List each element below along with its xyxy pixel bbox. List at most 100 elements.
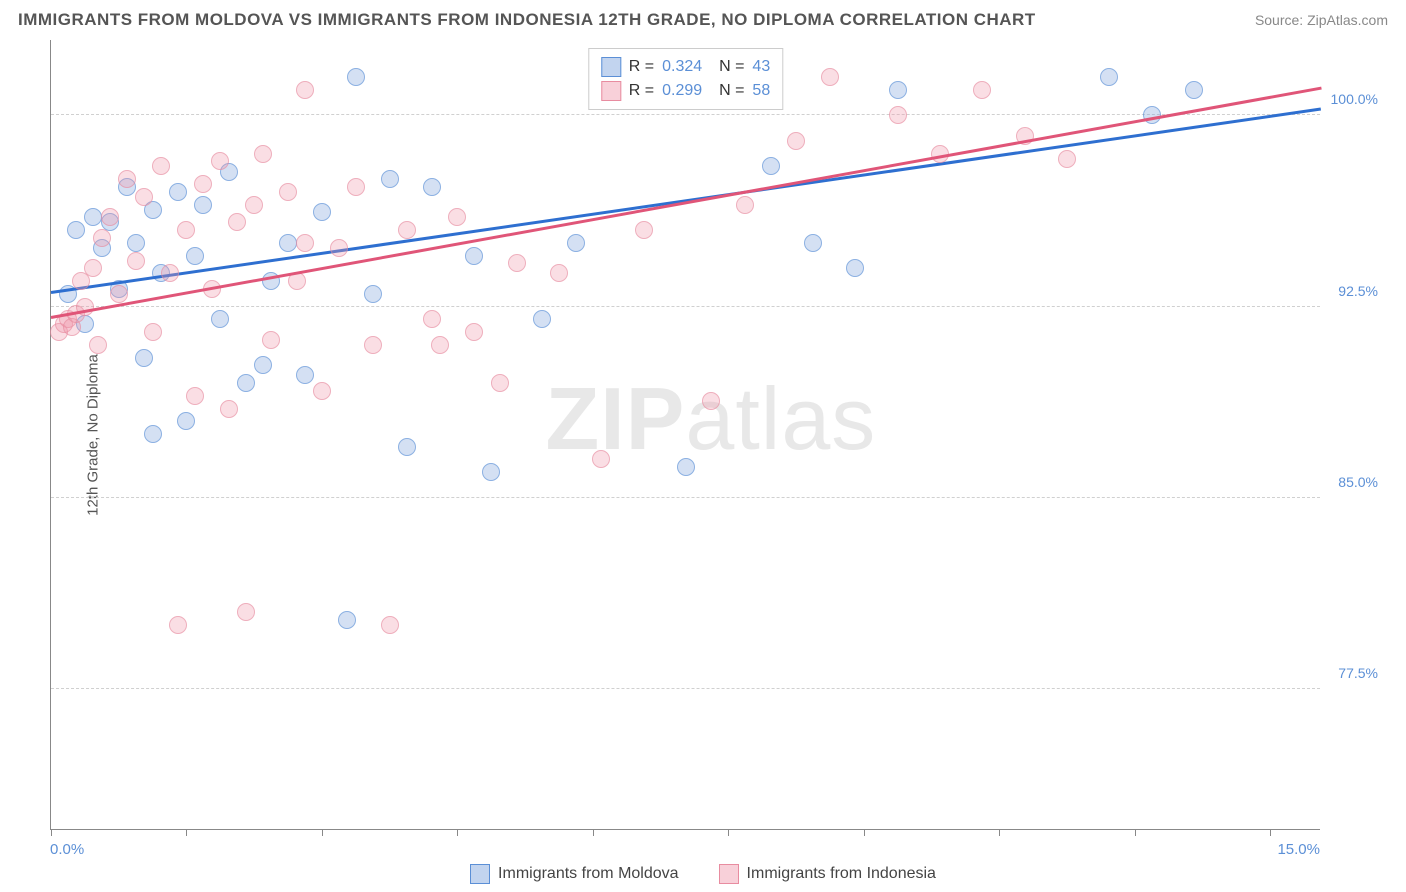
scatter-point [245,196,263,214]
scatter-point [338,611,356,629]
x-tick [322,829,323,836]
bottom-legend: Immigrants from Moldova Immigrants from I… [0,864,1406,884]
scatter-point [127,252,145,270]
scatter-point [973,81,991,99]
scatter-point [144,323,162,341]
scatter-point [254,145,272,163]
scatter-point [482,463,500,481]
y-tick-label: 92.5% [1338,283,1378,299]
legend-swatch [601,81,621,101]
n-label: N = [710,82,744,100]
scatter-point [279,183,297,201]
r-value: 0.299 [662,82,702,100]
scatter-point [423,310,441,328]
scatter-point [177,221,195,239]
scatter-point [144,425,162,443]
y-tick-label: 100.0% [1331,91,1378,107]
scatter-point [635,221,653,239]
scatter-point [465,323,483,341]
n-value: 58 [752,82,770,100]
scatter-point [508,254,526,272]
scatter-point [161,264,179,282]
scatter-point [567,234,585,252]
scatter-point [313,382,331,400]
scatter-point [127,234,145,252]
scatter-point [186,247,204,265]
legend-label: Immigrants from Moldova [498,865,679,883]
scatter-point [364,336,382,354]
x-tick [51,829,52,836]
scatter-point [135,188,153,206]
scatter-point [550,264,568,282]
chart-title: IMMIGRANTS FROM MOLDOVA VS IMMIGRANTS FR… [18,10,1036,30]
scatter-point [211,152,229,170]
scatter-point [702,392,720,410]
scatter-point [1185,81,1203,99]
scatter-point [228,213,246,231]
scatter-point [330,239,348,257]
scatter-point [296,366,314,384]
scatter-point [296,234,314,252]
scatter-point [821,68,839,86]
x-tick [1270,829,1271,836]
x-tick [1135,829,1136,836]
scatter-point [194,175,212,193]
legend-swatch [601,57,621,77]
scatter-point [677,458,695,476]
scatter-point [93,229,111,247]
scatter-point [491,374,509,392]
scatter-point [101,208,119,226]
r-value: 0.324 [662,58,702,76]
legend-item: Immigrants from Indonesia [719,864,936,884]
scatter-point [381,616,399,634]
scatter-point [313,203,331,221]
gridline [51,306,1320,307]
correlation-row: R = 0.324 N = 43 [601,55,770,79]
y-tick-label: 85.0% [1338,474,1378,490]
y-tick-label: 77.5% [1338,665,1378,681]
scatter-point [89,336,107,354]
scatter-point [398,438,416,456]
scatter-point [194,196,212,214]
scatter-point [110,285,128,303]
scatter-point [237,374,255,392]
source-label: Source: ZipAtlas.com [1255,12,1388,28]
n-label: N = [710,58,744,76]
chart-container: 12th Grade, No Diploma ZIPatlas R = 0.32… [50,40,1380,830]
gridline [51,114,1320,115]
scatter-point [533,310,551,328]
x-tick [999,829,1000,836]
scatter-point [177,412,195,430]
scatter-point [135,349,153,367]
scatter-point [296,81,314,99]
scatter-point [152,157,170,175]
correlation-row: R = 0.299 N = 58 [601,79,770,103]
scatter-point [423,178,441,196]
plot-area: ZIPatlas R = 0.324 N = 43R = 0.299 N = 5… [50,40,1320,830]
scatter-point [465,247,483,265]
scatter-point [787,132,805,150]
x-axis-end-label: 15.0% [1277,841,1320,858]
scatter-point [254,356,272,374]
legend-label: Immigrants from Indonesia [747,865,936,883]
scatter-point [279,234,297,252]
scatter-point [364,285,382,303]
scatter-point [84,208,102,226]
correlation-legend: R = 0.324 N = 43R = 0.299 N = 58 [588,48,783,110]
scatter-point [347,178,365,196]
scatter-point [211,310,229,328]
trend-line [51,87,1322,319]
scatter-point [431,336,449,354]
scatter-point [889,106,907,124]
x-tick [593,829,594,836]
scatter-point [220,400,238,418]
x-tick [186,829,187,836]
scatter-point [1100,68,1118,86]
scatter-point [169,183,187,201]
scatter-point [448,208,466,226]
scatter-point [84,259,102,277]
scatter-point [1058,150,1076,168]
scatter-point [398,221,416,239]
scatter-point [186,387,204,405]
n-value: 43 [752,58,770,76]
